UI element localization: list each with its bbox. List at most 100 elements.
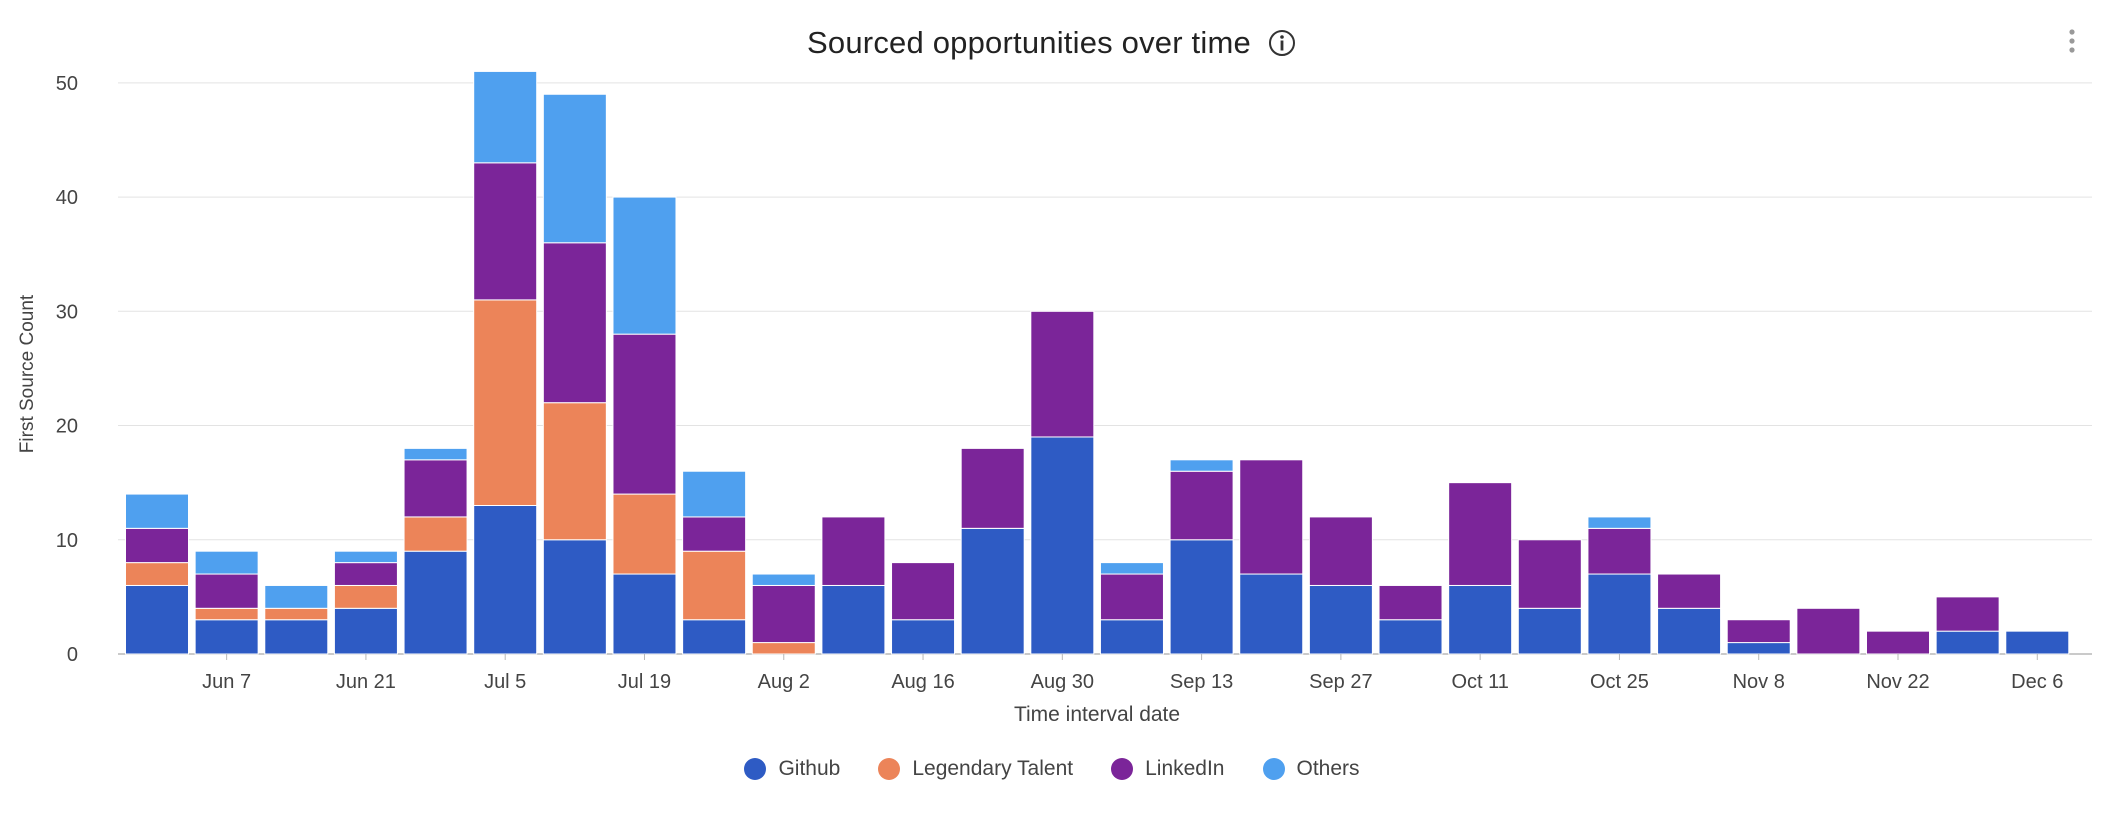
bar-segment-legendary-talent[interactable] — [194, 607, 259, 621]
bar-segment-github[interactable] — [542, 539, 607, 655]
bar-segment-legendary-talent[interactable] — [333, 584, 398, 609]
bar-segment-github[interactable] — [264, 619, 329, 655]
bar-segment-github[interactable] — [125, 584, 189, 655]
bar-segment-others[interactable] — [125, 493, 189, 529]
bar-segment-others[interactable] — [1587, 516, 1652, 529]
x-tick-label: Aug 16 — [891, 671, 954, 693]
bar-segment-github[interactable] — [1517, 607, 1582, 655]
bar-segment-github[interactable] — [1726, 642, 1791, 655]
legend: Github Legendary Talent LinkedIn Others — [0, 752, 2104, 786]
bar-segment-github[interactable] — [403, 550, 468, 655]
bar-segment-github[interactable] — [194, 619, 259, 655]
bar-segment-github[interactable] — [1935, 630, 2000, 655]
bar-segment-linkedin[interactable] — [194, 573, 259, 609]
bar-segment-linkedin[interactable] — [1587, 527, 1652, 575]
bar-segment-linkedin[interactable] — [1935, 596, 2000, 632]
bar-segment-linkedin[interactable] — [1239, 459, 1304, 575]
y-tick-label: 30 — [56, 301, 78, 323]
bar-segment-linkedin[interactable] — [1030, 310, 1095, 438]
legend-swatch — [744, 758, 767, 780]
legend-label: LinkedIn — [1145, 757, 1225, 780]
bar-segment-others[interactable] — [682, 470, 747, 518]
bar-segment-legendary-talent[interactable] — [264, 607, 329, 621]
bar-segment-linkedin[interactable] — [542, 242, 607, 404]
bar-segment-github[interactable] — [891, 619, 956, 655]
bar-segment-linkedin[interactable] — [473, 162, 538, 301]
bar-segment-others[interactable] — [1169, 459, 1234, 472]
bar-segment-linkedin[interactable] — [960, 447, 1025, 529]
bar-segment-others[interactable] — [473, 70, 538, 164]
axes: 0 10 20 30 40 50 Jun 7 Jun 21 Jul 5 Jul 19 Aug 2 Au… — [56, 73, 2064, 693]
bar-segment-linkedin[interactable] — [1448, 482, 1513, 586]
bar-segment-github[interactable] — [1378, 619, 1443, 655]
bar-segment-linkedin[interactable] — [1517, 539, 1582, 609]
chart-header: Sourced opportunities over time — [0, 18, 2104, 68]
bar-segment-linkedin[interactable] — [1099, 573, 1164, 621]
x-tick-label: Sep 27 — [1309, 671, 1372, 693]
bar-segment-github[interactable] — [1239, 573, 1304, 655]
bar-segment-linkedin[interactable] — [1657, 573, 1722, 609]
bar-segment-legendary-talent[interactable] — [751, 642, 816, 655]
bar-segment-linkedin[interactable] — [821, 516, 886, 586]
x-tick-label: Nov 22 — [1866, 671, 1929, 693]
more-options-icon[interactable] — [2064, 26, 2080, 56]
bar-segment-linkedin[interactable] — [1726, 619, 1791, 644]
info-icon[interactable] — [1267, 28, 1297, 58]
bar-segment-github[interactable] — [1169, 539, 1234, 655]
bar-segment-linkedin[interactable] — [891, 562, 956, 621]
bar-segment-github[interactable] — [821, 584, 886, 655]
bar-segment-linkedin[interactable] — [612, 333, 677, 495]
legend-label: Github — [778, 757, 841, 780]
x-tick-label: Oct 11 — [1451, 671, 1508, 693]
bar-segment-legendary-talent[interactable] — [612, 493, 677, 575]
bar-segment-github[interactable] — [1657, 607, 1722, 655]
bar-segment-github[interactable] — [960, 527, 1025, 655]
legend-item-github[interactable]: Github — [744, 757, 840, 781]
bar-segment-others[interactable] — [264, 584, 329, 609]
legend-label: Others — [1296, 757, 1360, 780]
x-tick-label: Jul 19 — [618, 671, 671, 693]
x-tick-label: Aug 30 — [1031, 671, 1094, 693]
bar-segment-linkedin[interactable] — [333, 562, 398, 586]
legend-item-legendary-talent[interactable]: Legendary Talent — [878, 757, 1073, 781]
bar-segment-linkedin[interactable] — [1796, 607, 1861, 655]
bar-segment-linkedin[interactable] — [682, 516, 747, 552]
bar-segment-github[interactable] — [1587, 573, 1652, 655]
bar-segment-github[interactable] — [682, 619, 747, 655]
bar-segment-linkedin[interactable] — [1169, 470, 1234, 541]
bar-segment-linkedin[interactable] — [403, 459, 468, 518]
bar-segment-github[interactable] — [1030, 436, 1095, 655]
bar-segment-others[interactable] — [1099, 562, 1164, 575]
legend-item-others[interactable]: Others — [1262, 757, 1360, 781]
bar-segment-linkedin[interactable] — [1308, 516, 1373, 586]
x-tick-label: Oct 25 — [1590, 671, 1649, 693]
bar-segment-github[interactable] — [612, 573, 677, 655]
legend-swatch — [878, 758, 901, 780]
bar-segment-others[interactable] — [403, 447, 468, 461]
bar-segment-linkedin[interactable] — [1378, 584, 1443, 621]
bar-segment-legendary-talent[interactable] — [682, 550, 747, 621]
bar-segment-others[interactable] — [194, 550, 259, 575]
bar-segment-others[interactable] — [542, 93, 607, 244]
legend-item-linkedin[interactable]: LinkedIn — [1111, 757, 1225, 781]
y-tick-label: 40 — [56, 187, 78, 209]
y-axis-label: First Source Count — [17, 294, 38, 453]
bar-segment-legendary-talent[interactable] — [125, 562, 189, 586]
bar-segment-github[interactable] — [1099, 619, 1164, 655]
bar-segment-github[interactable] — [333, 607, 398, 655]
bar-segment-others[interactable] — [612, 196, 677, 335]
bar-segment-legendary-talent[interactable] — [542, 402, 607, 541]
bar-segment-github[interactable] — [2005, 630, 2070, 655]
y-tick-label: 0 — [67, 644, 78, 666]
bar-segment-legendary-talent[interactable] — [403, 516, 468, 552]
bar-segment-linkedin[interactable] — [1866, 630, 1930, 655]
bar-segment-linkedin[interactable] — [125, 527, 189, 564]
bar-segment-github[interactable] — [1308, 584, 1373, 655]
bar-segment-github[interactable] — [473, 505, 538, 655]
bar-segment-linkedin[interactable] — [751, 584, 816, 644]
bar-segment-others[interactable] — [333, 550, 398, 564]
x-tick-label: Sep 13 — [1170, 671, 1233, 693]
bar-segment-others[interactable] — [751, 573, 816, 586]
bar-segment-github[interactable] — [1448, 584, 1513, 655]
bar-segment-legendary-talent[interactable] — [473, 299, 538, 506]
